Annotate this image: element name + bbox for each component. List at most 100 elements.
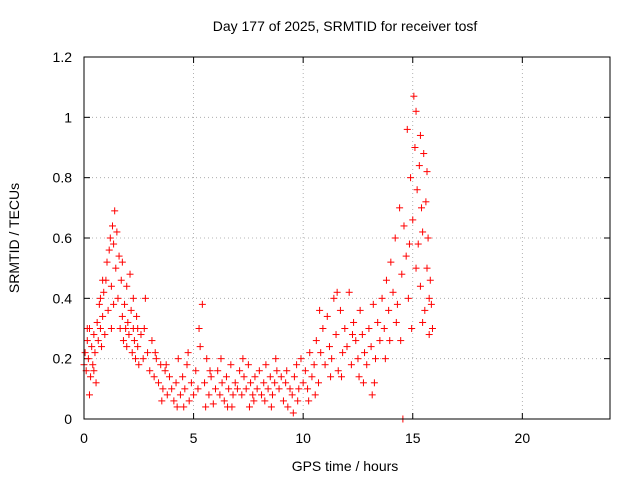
data-point [202,403,210,411]
data-point [98,343,106,351]
data-point [123,282,131,290]
data-point [250,397,258,405]
y-tick-label: 0.6 [53,230,73,246]
data-point [416,282,424,290]
data-point [355,373,363,381]
data-point [297,355,305,363]
data-point [214,367,222,375]
data-points [80,92,436,423]
data-point [126,270,134,278]
data-point [144,349,152,357]
data-point [93,318,101,326]
data-point [409,216,417,224]
data-point [155,379,163,387]
data-point [100,288,108,296]
data-point [294,397,302,405]
data-point [387,258,395,266]
y-tick-label: 0.8 [53,170,73,186]
data-point [402,252,410,260]
data-point [162,361,170,369]
data-point [111,207,119,215]
data-point [306,349,314,357]
data-point [410,92,418,100]
data-point [358,331,366,339]
data-point [290,373,298,381]
data-point [129,294,137,302]
data-point [339,349,347,357]
data-point [161,367,169,375]
x-tick-label: 20 [515,430,531,446]
data-point [333,288,341,296]
data-point [428,325,436,332]
data-point [345,288,353,296]
data-point [90,331,98,339]
data-point [216,391,224,399]
data-point [104,306,112,314]
data-point [106,234,114,242]
data-point [150,373,158,381]
data-point [206,367,214,375]
data-point [327,373,335,381]
x-tick-label: 5 [190,430,198,446]
data-point [368,391,376,399]
data-point [99,312,107,320]
data-point [321,361,329,369]
data-point [195,325,203,332]
data-point [328,355,336,363]
data-point [222,373,230,381]
y-tick-label: 0.4 [53,290,73,306]
x-tick-label: 15 [405,430,421,446]
data-point [174,355,182,363]
data-point [365,325,373,332]
data-point [108,222,116,230]
data-point [393,300,401,308]
data-point [356,306,364,314]
data-point [244,361,252,369]
data-point [114,294,122,302]
data-point [295,385,303,393]
data-point [134,343,142,351]
data-point [386,337,394,345]
data-point [218,379,226,387]
data-point [128,349,136,357]
data-point [187,379,195,387]
data-point [85,391,93,399]
data-point [350,318,358,326]
data-point [121,300,129,308]
data-point [419,228,427,236]
data-point [95,300,103,308]
data-point [180,403,188,411]
data-point [407,174,415,182]
data-point [341,325,349,332]
data-point [101,331,109,339]
data-point [134,325,142,332]
data-point [348,331,356,339]
data-point [325,343,333,351]
data-point [132,355,140,363]
data-point [268,391,276,399]
data-point [323,312,331,320]
data-point [334,367,342,375]
data-point [389,288,397,296]
data-point [107,325,115,332]
data-point [413,186,421,194]
data-point [89,361,97,369]
data-point [151,349,159,357]
data-point [332,331,340,339]
data-point [418,204,426,212]
data-point [282,379,290,387]
data-point [110,300,118,308]
data-point [249,391,257,399]
data-point [279,397,287,405]
data-point [420,150,428,158]
data-point [381,355,389,363]
data-point [299,379,307,387]
data-point [380,325,388,332]
data-point [152,355,160,363]
data-point [391,234,399,242]
data-point [231,379,239,387]
data-point [91,349,99,357]
data-point [260,379,268,387]
data-point [392,318,400,326]
